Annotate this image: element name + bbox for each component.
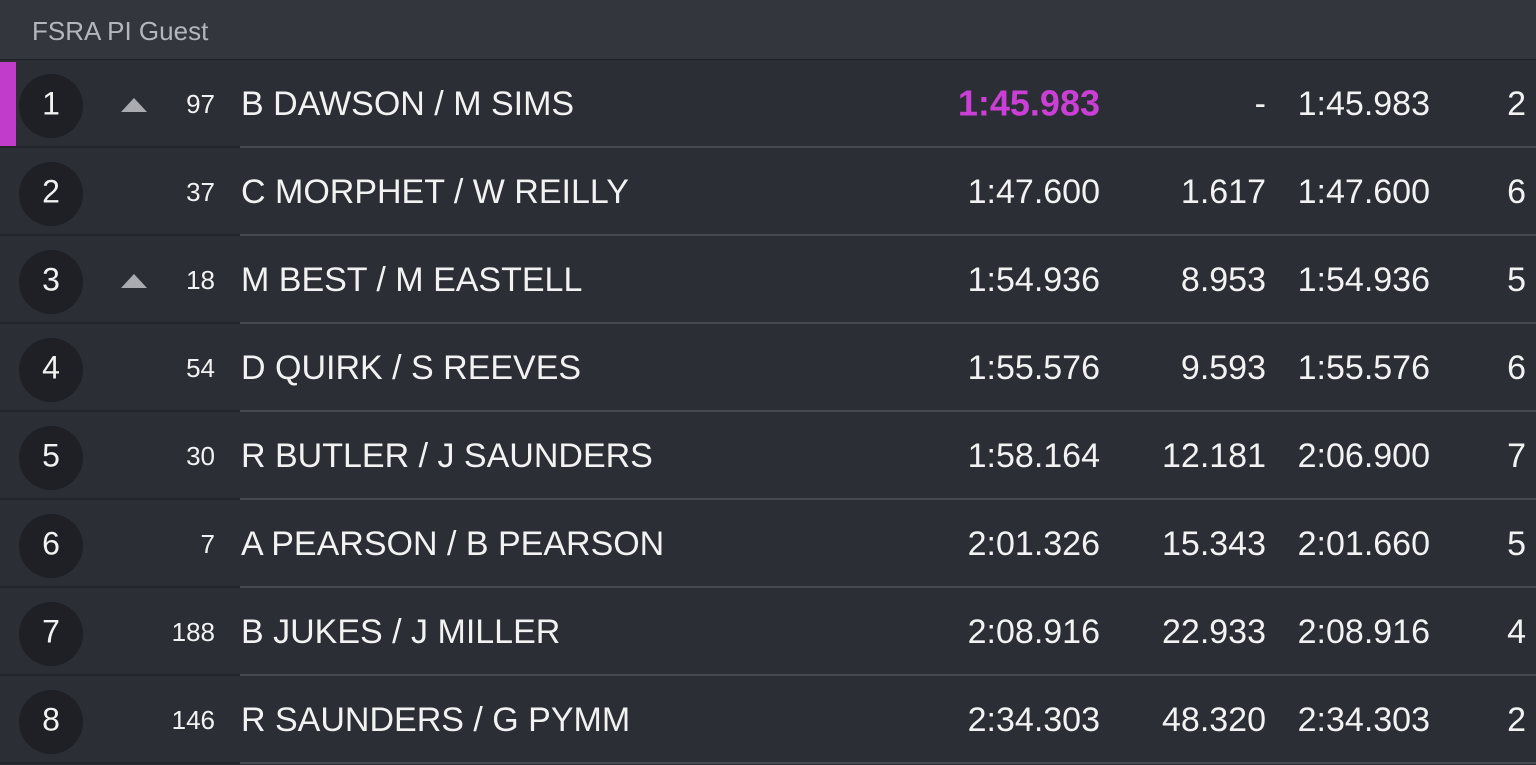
car-number: 18 [186,265,215,295]
position: 4 [42,349,60,385]
position: 8 [42,701,60,737]
row-bg [0,676,1536,764]
laps: 7 [1507,437,1526,475]
best-lap: 2:08.916 [968,613,1100,651]
last-lap: 1:55.576 [1298,349,1430,387]
laps: 5 [1507,525,1526,563]
best-lap: 1:55.576 [968,349,1100,387]
position-badge [19,338,83,402]
position: 3 [42,261,60,297]
driver-names: R BUTLER / J SAUNDERS [241,437,653,475]
position: 5 [42,437,60,473]
laps: 4 [1507,613,1526,651]
position-badge [19,250,83,314]
car-number: 7 [201,529,215,559]
car-number: 30 [186,441,215,471]
gap: 15.343 [1162,525,1266,563]
best-lap: 1:58.164 [968,437,1100,475]
row-bg [0,324,1536,412]
gap: 12.181 [1162,437,1266,475]
position-badge [19,514,83,578]
position: 1 [42,85,60,121]
gap: 48.320 [1162,701,1266,739]
driver-names: M BEST / M EASTELL [241,261,582,299]
position: 6 [42,525,60,561]
last-lap: 1:45.983 [1298,85,1430,123]
row-bg [0,236,1536,324]
driver-names: B JUKES / J MILLER [241,613,560,651]
position-badge [19,162,83,226]
gap: - [1255,85,1266,123]
last-lap: 1:47.600 [1298,173,1430,211]
driver-names: R SAUNDERS / G PYMM [241,701,630,739]
best-lap: 1:47.600 [968,173,1100,211]
last-lap: 1:54.936 [1298,261,1430,299]
laps: 6 [1507,173,1526,211]
position-badge [19,426,83,490]
position-gain-arrow [121,274,147,288]
driver-names: C MORPHET / W REILLY [241,173,629,211]
position-badge [19,602,83,666]
gap: 22.933 [1162,613,1266,651]
row-bg [0,412,1536,500]
last-lap: 2:34.303 [1298,701,1430,739]
row-bg [0,500,1536,588]
gap: 1.617 [1181,173,1266,211]
row-bg [0,60,1536,148]
driver-names: A PEARSON / B PEARSON [241,525,664,563]
car-number: 37 [186,177,215,207]
position-badge [19,74,83,138]
car-number: 188 [172,617,215,647]
last-lap: 2:01.660 [1298,525,1430,563]
driver-names: B DAWSON / M SIMS [241,85,574,123]
car-number: 146 [172,705,215,735]
best-lap: 1:45.983 [958,83,1100,124]
car-number: 97 [186,89,215,119]
row-bg [0,148,1536,236]
position: 2 [42,173,60,209]
best-lap: 1:54.936 [968,261,1100,299]
position-gain-arrow [121,98,147,112]
laps: 6 [1507,349,1526,387]
car-number: 54 [186,353,215,383]
best-lap: 2:34.303 [968,701,1100,739]
laps: 2 [1507,85,1526,123]
laps: 5 [1507,261,1526,299]
row-bg [0,588,1536,676]
leader-marker [0,62,16,146]
gap: 9.593 [1181,349,1266,387]
best-lap: 2:01.326 [968,525,1100,563]
position-badge [19,690,83,754]
position: 7 [42,613,60,649]
laps: 2 [1507,701,1526,739]
header-title: FSRA PI Guest [32,16,209,46]
last-lap: 2:06.900 [1298,437,1430,475]
header-bar [0,0,1536,60]
driver-names: D QUIRK / S REEVES [241,349,581,387]
last-lap: 2:08.916 [1298,613,1430,651]
gap: 8.953 [1181,261,1266,299]
